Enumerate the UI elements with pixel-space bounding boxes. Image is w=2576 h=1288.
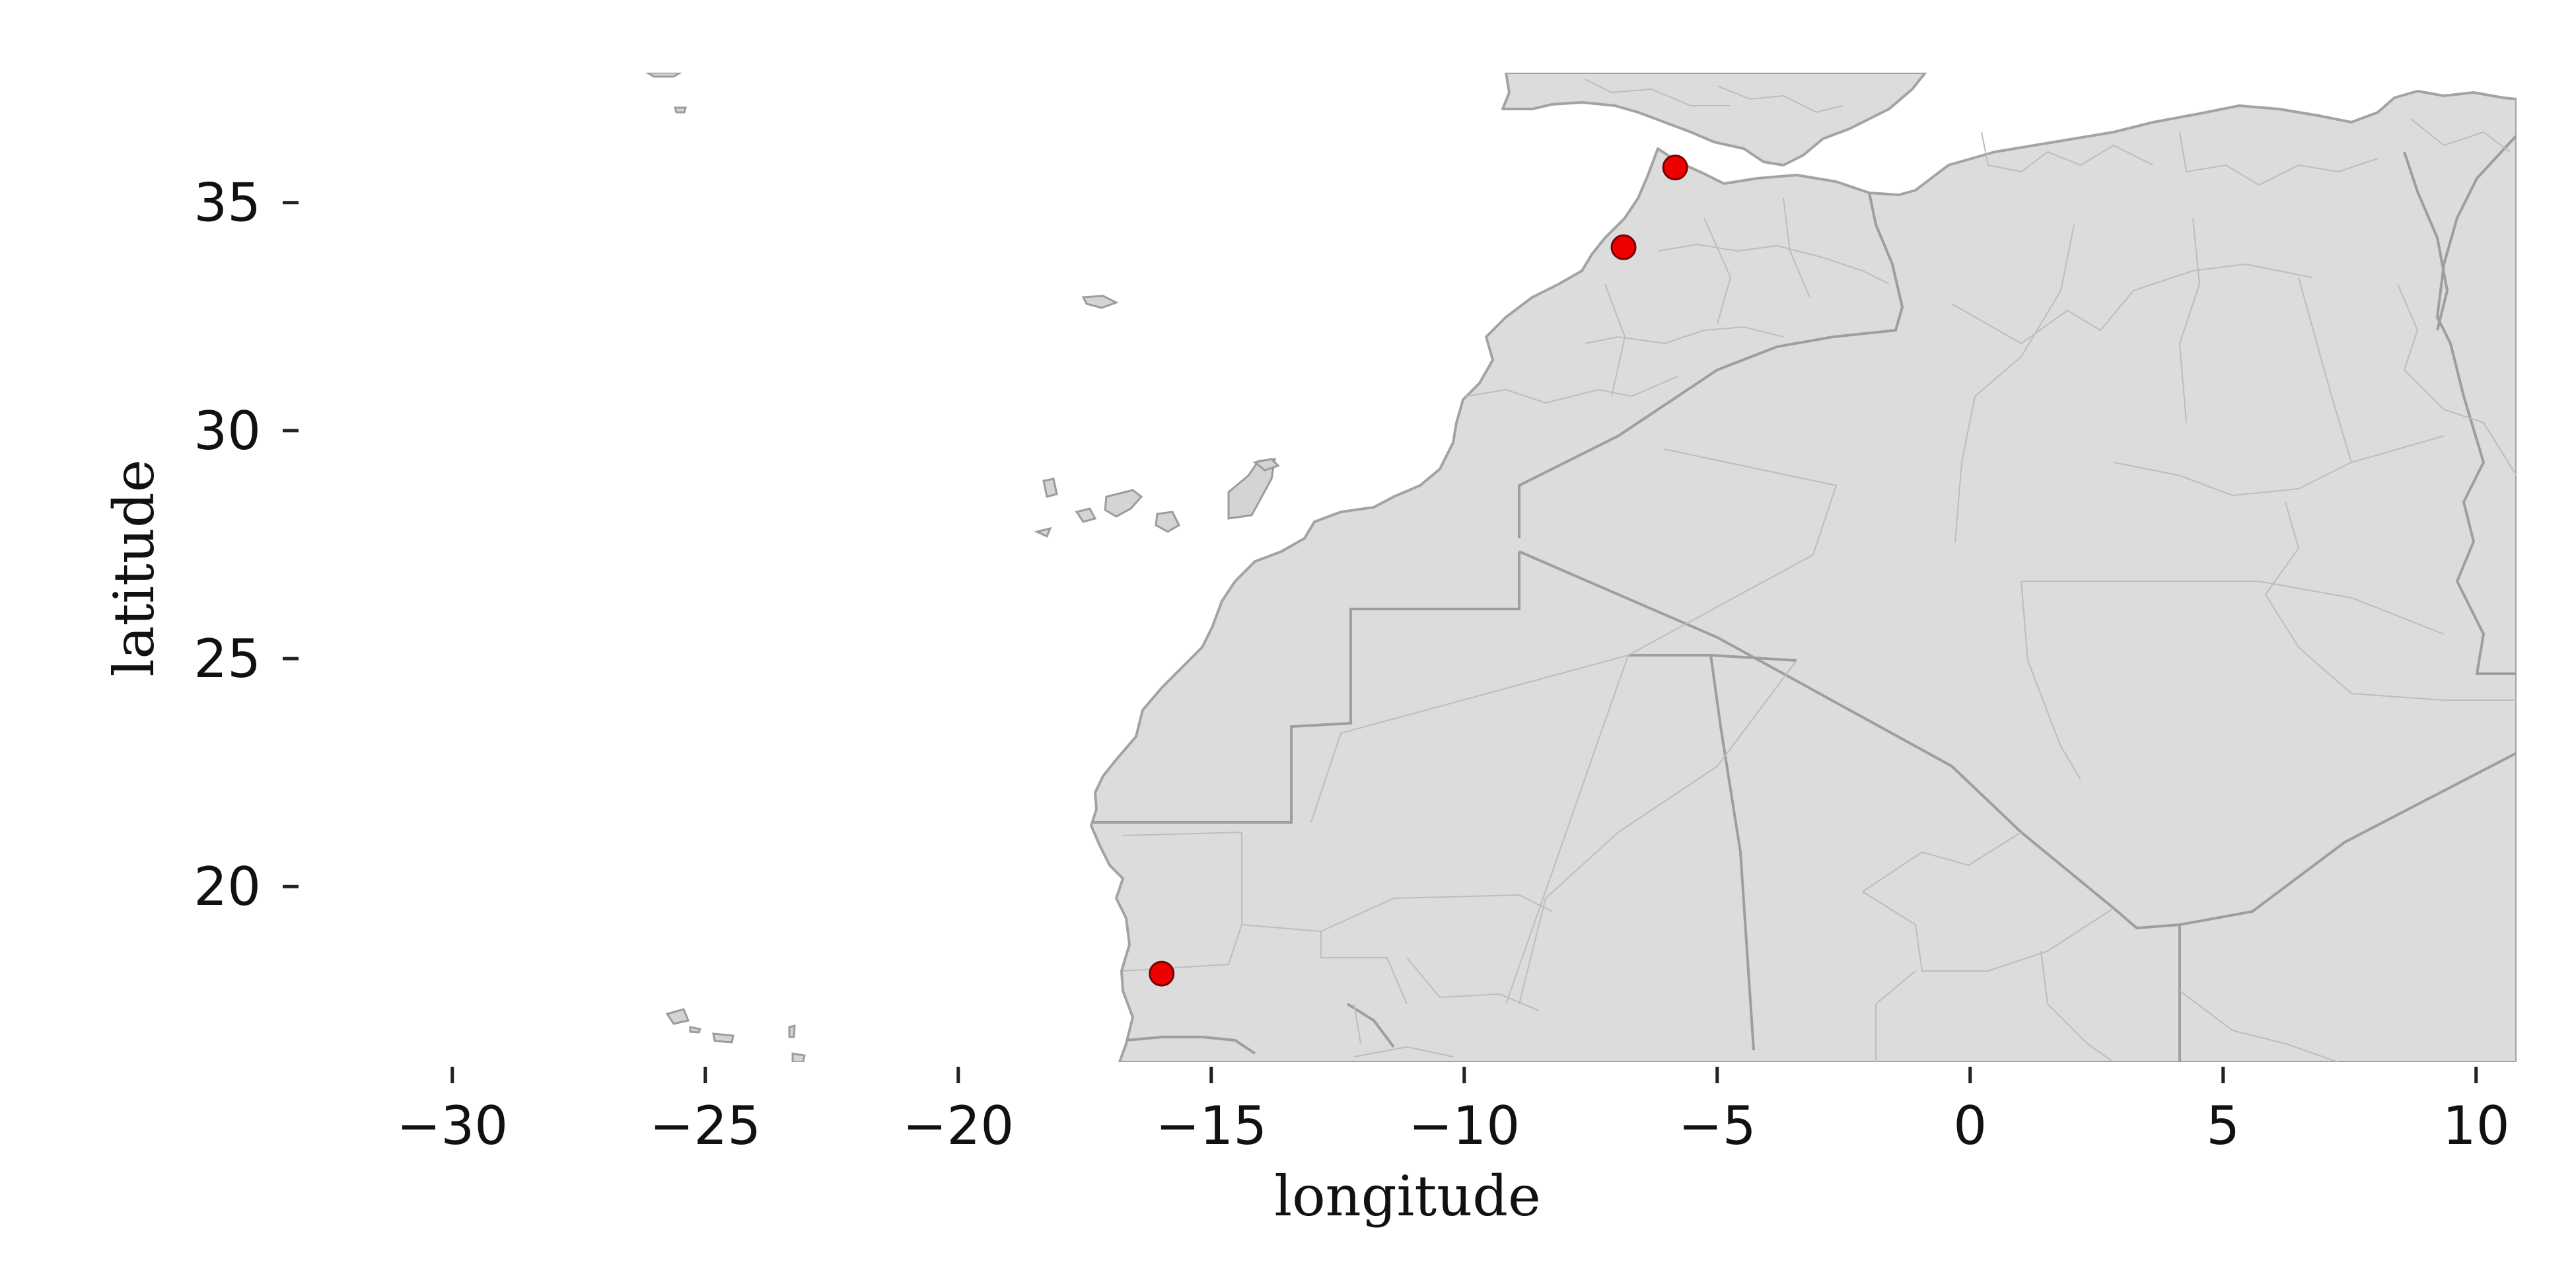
x-tick-label: −15 — [1155, 1095, 1267, 1157]
canary-island — [1075, 507, 1097, 523]
x-tick-label: −20 — [902, 1095, 1014, 1157]
x-tick-label: −10 — [1408, 1095, 1520, 1157]
location-marker — [1149, 960, 1175, 987]
x-axis-title: longitude — [1274, 1164, 1541, 1229]
canary-island — [1042, 478, 1058, 498]
canary-island — [1252, 458, 1280, 472]
x-tick-label: −5 — [1678, 1095, 1756, 1157]
y-axis-title: latitude — [102, 460, 166, 677]
region-borders — [1122, 79, 2517, 1062]
y-tick-label: 25 — [194, 628, 261, 690]
cape-verde-island — [788, 1024, 796, 1038]
africa-landmass — [1090, 90, 2517, 1062]
x-tick-label: −30 — [396, 1095, 508, 1157]
country-borders — [1093, 134, 2517, 1062]
canary-island — [1034, 526, 1052, 538]
canary-island — [1155, 511, 1180, 533]
canary-island — [1104, 489, 1143, 518]
location-marker — [1662, 155, 1688, 181]
canary-island — [1227, 458, 1276, 520]
atlantic-island — [645, 73, 682, 78]
cape-verde-island — [689, 1026, 702, 1034]
map-area — [645, 73, 2517, 1062]
y-tick-label: 35 — [194, 172, 261, 234]
x-tick-label: 5 — [2206, 1095, 2240, 1157]
atlantic-island — [674, 106, 687, 114]
markers-layer — [1149, 155, 1688, 987]
y-tick-label: 20 — [194, 856, 261, 917]
canary-island — [1081, 295, 1119, 309]
cape-verde-island — [665, 1008, 690, 1025]
iberia-landmass — [1501, 73, 1927, 166]
location-marker — [1610, 234, 1637, 260]
cape-verde-island — [712, 1032, 734, 1044]
x-tick-label: −25 — [649, 1095, 761, 1157]
y-tick-label: 30 — [194, 400, 261, 462]
x-tick-label: 10 — [2443, 1095, 2510, 1157]
x-tick-label: 0 — [1953, 1095, 1987, 1157]
y-axis: 20 25 30 35 — [194, 172, 299, 917]
x-axis: −30 −25 −20 −15 −10 −5 0 5 10 — [396, 1067, 2510, 1157]
cape-verde-island — [791, 1052, 806, 1062]
